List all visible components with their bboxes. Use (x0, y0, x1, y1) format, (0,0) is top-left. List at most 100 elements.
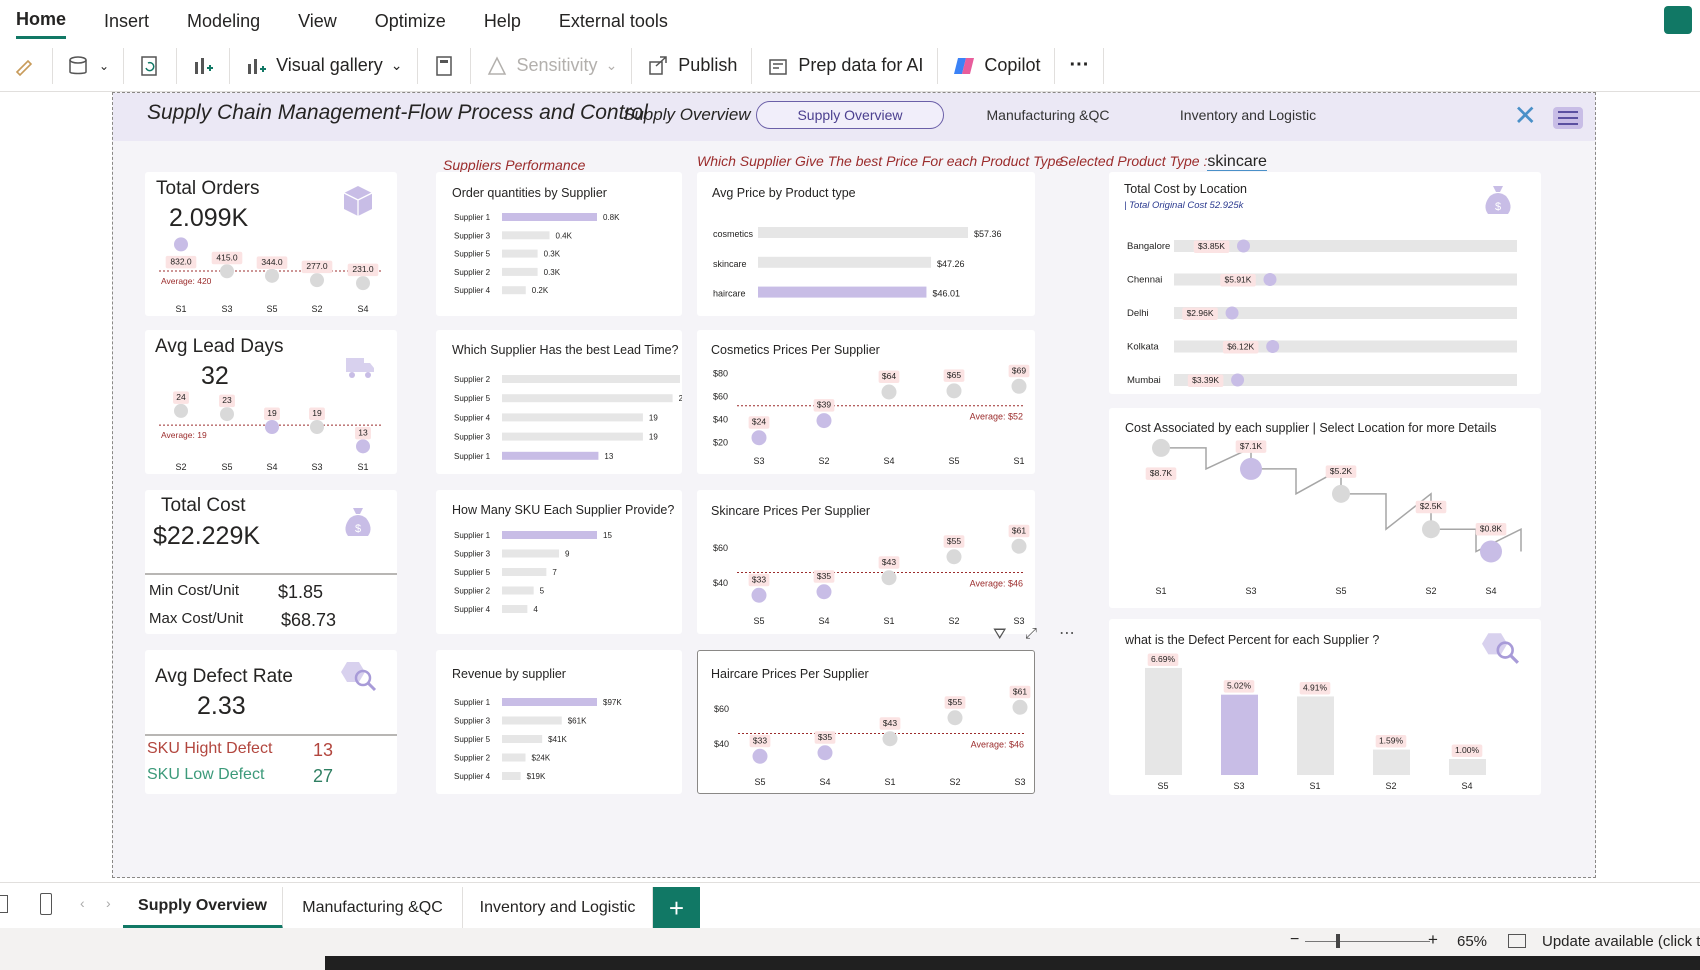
bar (502, 586, 534, 595)
revenue-card[interactable]: Revenue by supplier Supplier 1 $97K Suppli… (436, 650, 682, 794)
data-label-bg (878, 370, 900, 383)
focus-mode-icon[interactable]: ⤢ (1025, 625, 1038, 642)
zoom-in-icon[interactable]: + (1428, 930, 1438, 949)
update-status[interactable]: Update available (click to (1542, 933, 1700, 950)
refresh-icon[interactable] (124, 47, 178, 84)
sku-count-card[interactable]: How Many SKU Each Supplier Provide? Supp… (436, 490, 682, 634)
cost-supplier-card[interactable]: Cost Associated by each supplier | Selec… (1109, 408, 1541, 608)
zoom-slider[interactable] (1305, 941, 1430, 942)
data-point (816, 413, 832, 429)
prep-data-button[interactable]: Prep data for AI (752, 47, 939, 84)
data-label-bg (813, 399, 835, 412)
page-tab-supply-overview[interactable]: Supply Overview (123, 887, 283, 929)
menu-icon[interactable] (1553, 107, 1583, 129)
x-tick-label: S1 (1309, 781, 1320, 791)
min-cost-label: Min Cost/Unit (149, 582, 240, 599)
lead-time-card[interactable]: Which Supplier Has the best Lead Time? S… (436, 330, 682, 474)
tab-insert[interactable]: Insert (104, 10, 150, 31)
order-qty-card[interactable]: Order quantities by Supplier Supplier 1 0… (436, 172, 682, 316)
chart-title: Avg Price by Product type (712, 186, 856, 200)
kpi-title: Avg Defect Rate (155, 666, 294, 687)
sensitivity-button[interactable]: Sensitivity ⌄ (471, 47, 633, 84)
nav-manufacturing-qc[interactable]: Manufacturing &QC (986, 107, 1110, 123)
value-label: $97K (603, 698, 622, 707)
zoom-out-icon[interactable]: − (1290, 931, 1300, 948)
data-point (1332, 484, 1350, 503)
haircare-price-card[interactable]: Haircare Prices Per Supplier $60 $40 Avera… (697, 650, 1035, 794)
page-tab-manufacturing[interactable]: Manufacturing &QC (283, 887, 463, 929)
filter-icon[interactable]: ⛛ (993, 626, 1007, 643)
visual-gallery-button[interactable]: Visual gallery ⌄ (230, 48, 416, 84)
kpi-avg-defect[interactable]: Avg Defect Rate 2.33 SKU Hight Defect 13… (145, 650, 397, 794)
selected-product-value[interactable]: skincare (1207, 153, 1267, 171)
x-tick-label: S4 (819, 777, 830, 787)
skincare-price-card[interactable]: Skincare Prices Per Supplier $60 $40 Avera… (697, 490, 1035, 634)
tab-external-tools[interactable]: External tools (558, 10, 668, 31)
data-point (947, 710, 963, 726)
nav-supply-overview[interactable]: Supply Overview (756, 101, 944, 129)
add-page-button[interactable]: + (653, 887, 700, 929)
next-page-icon[interactable]: › (106, 895, 111, 911)
x-tick-label: S5 (1335, 586, 1346, 596)
copilot-button[interactable]: Copilot (938, 47, 1056, 84)
defect-percent-card[interactable]: what is the Defect Percent for each Supp… (1109, 619, 1541, 795)
share-icon[interactable] (1664, 6, 1692, 34)
format-painter-icon[interactable] (0, 47, 53, 84)
zoom-slider-thumb[interactable] (1336, 934, 1340, 948)
avg-price-card[interactable]: Avg Price by Product type cosmetics $57.3… (697, 172, 1035, 316)
tab-modeling[interactable]: Modeling (187, 10, 261, 31)
get-data-button[interactable]: ⌄ (53, 47, 125, 84)
chart-title: Cost Associated by each supplier | Selec… (1125, 421, 1497, 435)
visual-more-icon[interactable]: ⋯ (1059, 625, 1075, 642)
value-label: 0.2K (532, 286, 549, 295)
mobile-view-icon[interactable] (40, 893, 52, 915)
data-label: 344.0 (261, 257, 283, 267)
kpi-total-cost[interactable]: Total Cost $22.229K $ Min Cost/Unit $1.8… (145, 490, 397, 634)
value-label-bg (1451, 744, 1483, 757)
zoom-level: 65% (1457, 933, 1488, 950)
x-tick-label: S5 (754, 777, 765, 787)
data-label-bg (1008, 364, 1030, 378)
bar (502, 549, 559, 558)
data-point (356, 439, 370, 454)
category-label: Supplier 3 (454, 550, 491, 559)
category-label: Supplier 1 (454, 213, 491, 222)
tab-home[interactable]: Home (16, 1, 67, 39)
bar (502, 698, 597, 706)
new-visual-icon[interactable] (177, 47, 231, 84)
cosmetics-price-card[interactable]: Cosmetics Prices Per Supplier $80 $60 $40 $… (697, 330, 1035, 474)
sku-count-chart: Supplier 1 15 Supplier 3 9 Supplier 5 7 Suppli… (454, 531, 612, 614)
x-tick-label: S1 (175, 304, 186, 314)
data-label: 24 (176, 392, 186, 402)
nav-inventory-logistic[interactable]: Inventory and Logistic (1179, 107, 1317, 123)
data-point (220, 407, 234, 422)
sensitivity-label: Sensitivity (516, 55, 598, 75)
money-bag-icon: $ (345, 508, 371, 536)
desktop-view-icon[interactable] (0, 895, 8, 913)
data-point (1422, 520, 1440, 539)
kpi-value: 2.099K (169, 204, 249, 232)
tab-help[interactable]: Help (483, 10, 521, 31)
more-options-icon[interactable]: ··· (1055, 47, 1105, 84)
low-defect-value: 27 (313, 766, 334, 786)
cost-location-card[interactable]: Total Cost by Location | Total Original … (1109, 172, 1541, 394)
kpi-avg-lead-days[interactable]: Avg Lead Days 32 Average: 19 24 S2 23 S5 19 S4… (145, 330, 397, 474)
data-label: $33 (753, 735, 767, 745)
close-icon[interactable]: ✕ (1513, 100, 1537, 131)
kpi-total-orders[interactable]: Total Orders 2.099K Average: 420 832.0 S1 4… (145, 172, 397, 316)
publish-button[interactable]: Publish (632, 47, 753, 84)
prev-page-icon[interactable]: ‹ (80, 895, 85, 911)
data-point (174, 403, 188, 418)
calculator-icon[interactable] (416, 47, 471, 84)
chart-title: what is the Defect Percent for each Supp… (1125, 633, 1380, 647)
bar-track (1174, 374, 1517, 386)
bar (758, 256, 932, 268)
fit-page-icon[interactable] (1508, 934, 1526, 948)
average-label: Average: $52 (970, 412, 1023, 422)
page-tab-inventory[interactable]: Inventory and Logistic (463, 887, 653, 929)
publish-label: Publish (678, 55, 738, 75)
os-taskbar (325, 956, 1700, 970)
tab-optimize[interactable]: Optimize (374, 10, 446, 31)
report-subtitle: Supply Overview (623, 105, 751, 124)
tab-view[interactable]: View (298, 10, 337, 31)
